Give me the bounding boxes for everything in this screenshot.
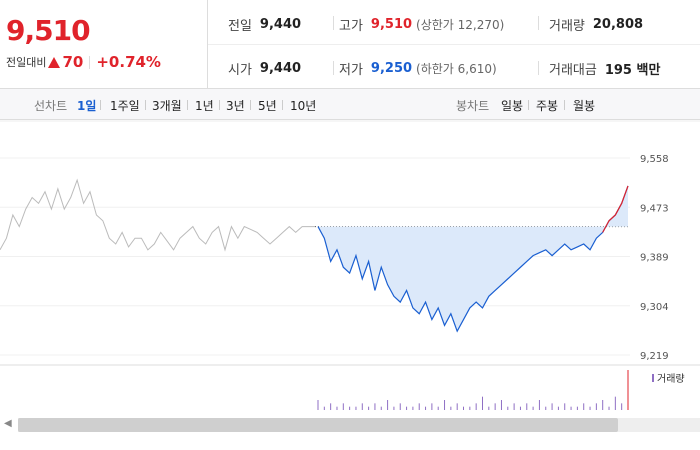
divider [219, 100, 220, 110]
divider [564, 100, 565, 110]
divider [208, 44, 700, 45]
prev-day-line [0, 178, 315, 252]
period-tabs: 선차트 1일 1주일 3개월 1년 3년 5년 10년 봉차트 일봉 주봉 월봉 [0, 89, 700, 120]
stat-label: 전일 [228, 19, 252, 34]
y-tick-label: 9,304 [640, 302, 669, 313]
y-tick-label: 9,473 [640, 203, 669, 214]
quote-header: 9,510 전일대비 70 +0.74% 전일 9,440 고가 9,510 (… [0, 0, 700, 89]
volume-legend-swatch [652, 374, 654, 382]
current-price: 9,510 [6, 14, 91, 47]
stat-value: 9,250 [370, 61, 413, 76]
price-line [317, 185, 629, 333]
stat-amount: 거래대금 195 백만 [549, 59, 660, 78]
divider [89, 55, 91, 69]
stat-prev: 전일 9,440 [228, 15, 301, 34]
y-tick-label: 9,389 [640, 253, 669, 264]
divider [282, 100, 283, 110]
stat-value: 20,808 [592, 17, 644, 32]
tab-weekly[interactable]: 주봉 [536, 99, 559, 113]
price-chart-svg: 9,558 9,473 9,389 9,304 9,219 거래량 [0, 120, 700, 410]
divider [145, 100, 146, 110]
price-panel: 9,510 전일대비 70 +0.74% [0, 0, 208, 89]
price-chart[interactable]: 9,558 9,473 9,389 9,304 9,219 거래량 [0, 120, 700, 412]
stat-low: 저가 9,250 (하한가 6,610) [339, 59, 497, 78]
stat-value: 9,510 [370, 17, 413, 32]
divider [187, 100, 188, 110]
tab-5y[interactable]: 5년 [258, 99, 277, 113]
tab-1y[interactable]: 1년 [195, 99, 214, 113]
stat-label: 시가 [228, 63, 252, 78]
divider [333, 61, 334, 75]
tab-3m[interactable]: 3개월 [152, 99, 182, 113]
lower-limit: (하한가 6,610) [416, 62, 497, 76]
y-tick-label: 9,558 [640, 154, 669, 165]
line-chart-label: 선차트 [34, 99, 68, 113]
below-reference-fill [318, 185, 628, 332]
tab-1w[interactable]: 1주일 [110, 99, 140, 113]
change-percent: +0.74% [96, 53, 161, 71]
chart-scrollbar[interactable]: ◀ [0, 414, 700, 436]
volume-legend-label: 거래량 [657, 373, 685, 385]
divider [528, 100, 529, 110]
tab-3y[interactable]: 3년 [226, 99, 245, 113]
stat-label: 거래량 [549, 19, 585, 34]
divider [538, 16, 539, 30]
stat-label: 거래대금 [549, 63, 597, 78]
scroll-left-icon[interactable]: ◀ [4, 418, 12, 429]
price-line-up [602, 185, 629, 233]
up-triangle-icon [48, 56, 61, 68]
stat-high: 고가 9,510 (상한가 12,270) [339, 15, 504, 34]
stat-value: 9,440 [259, 17, 302, 32]
divider [250, 100, 251, 110]
tab-10y[interactable]: 10년 [290, 99, 317, 113]
stat-volume: 거래량 20,808 [549, 15, 643, 34]
divider [333, 16, 334, 30]
tab-daily[interactable]: 일봉 [501, 99, 524, 113]
change-row: 전일대비 70 +0.74% [6, 53, 161, 71]
stat-value: 9,440 [259, 61, 302, 76]
stat-value: 195 백만 [604, 63, 661, 78]
stat-label: 저가 [339, 63, 363, 78]
stat-open: 시가 9,440 [228, 59, 301, 78]
change-label: 전일대비 [6, 56, 47, 69]
divider [100, 100, 101, 110]
scroll-thumb[interactable] [18, 418, 618, 432]
candle-chart-label: 봉차트 [456, 99, 490, 113]
y-tick-label: 9,219 [640, 351, 669, 362]
tab-monthly[interactable]: 월봉 [573, 99, 596, 113]
stat-label: 고가 [339, 19, 363, 34]
tab-1d[interactable]: 1일 [77, 99, 97, 113]
change-amount: 70 [62, 53, 84, 71]
divider [538, 61, 539, 75]
upper-limit: (상한가 12,270) [416, 18, 505, 32]
